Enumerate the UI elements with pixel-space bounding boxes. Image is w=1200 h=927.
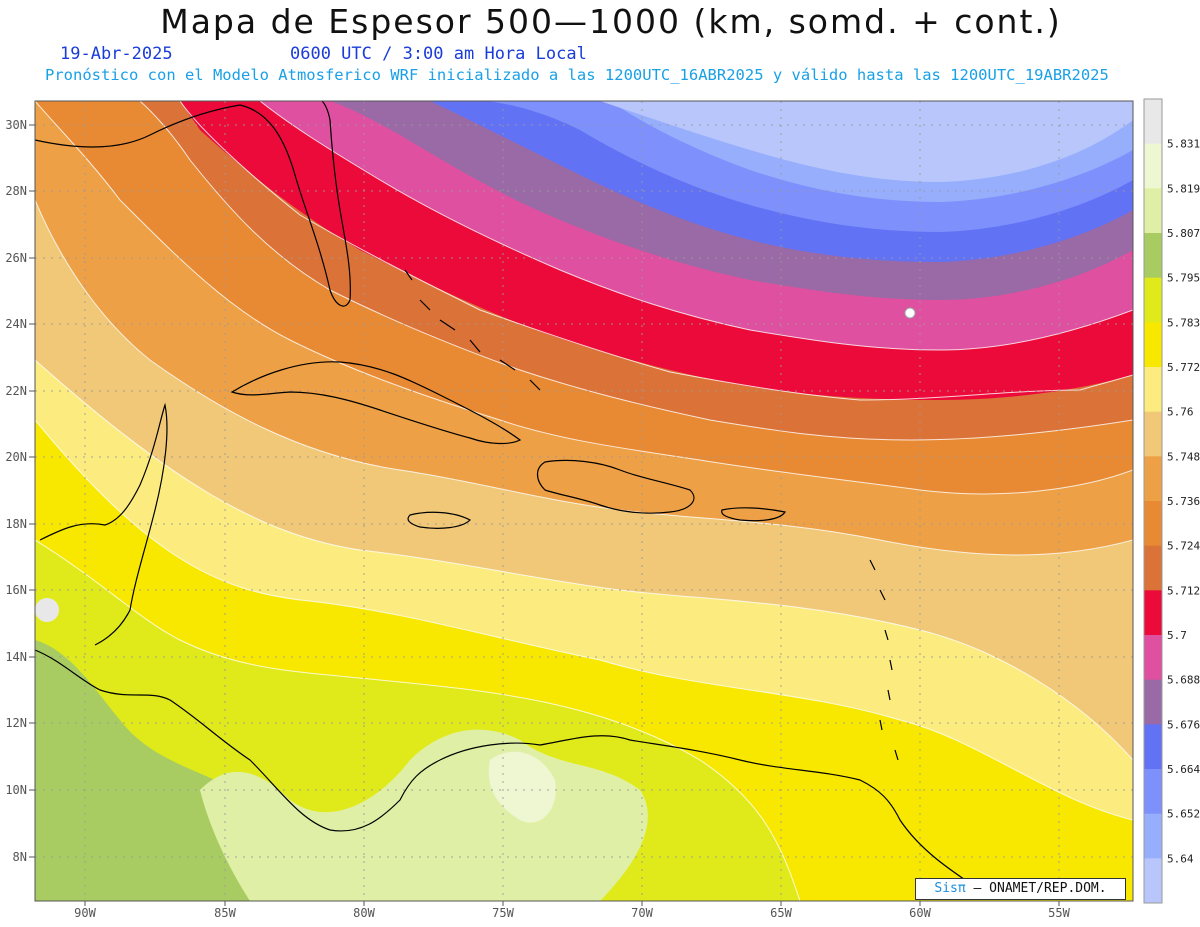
colorbar-swatch <box>1144 545 1162 591</box>
fill-olive-sw <box>35 640 270 901</box>
colorbar-swatch <box>1144 143 1162 189</box>
coast-hispaniola <box>536 459 695 514</box>
colorbar-swatch <box>1144 233 1162 279</box>
lat-label: 16N <box>5 583 27 597</box>
credit-text: – ONAMET/REP.DOM. <box>973 881 1107 896</box>
coast-bahamas <box>404 269 541 391</box>
colorbar-swatch <box>1144 724 1162 770</box>
lat-label: 8N <box>13 850 27 864</box>
lon-ticks <box>84 901 1060 906</box>
lon-label: 85W <box>214 906 236 920</box>
colorbar-level-label: 5.736 <box>1167 495 1200 508</box>
colorbar-level-label: 5.652 <box>1167 808 1200 821</box>
thickness-contours <box>35 101 1133 901</box>
colorbar-level-label: 5.712 <box>1167 584 1200 597</box>
colorbar-level-label: 5.772 <box>1167 361 1200 374</box>
colorbar-level-label: 5.819 <box>1167 182 1200 195</box>
coast-puerto-rico <box>721 507 786 522</box>
credit-box: Sisπ – ONAMET/REP.DOM. <box>915 878 1126 900</box>
thickness-map: 30N 28N 26N 24N 22N 20N 18N 16N 14N 12N … <box>5 98 1200 920</box>
lat-label: 20N <box>5 450 27 464</box>
thickness-min-marker <box>904 307 916 319</box>
lon-label: 60W <box>909 906 931 920</box>
colorbar-level-label: 5.76 <box>1167 406 1194 419</box>
lat-label: 14N <box>5 650 27 664</box>
coast-south-america <box>439 735 981 891</box>
colorbar-swatch <box>1144 188 1162 234</box>
coast-jamaica <box>407 511 471 529</box>
colorbar-level-label: 5.748 <box>1167 450 1200 463</box>
forecast-date: 19-Abr-2025 <box>60 44 173 64</box>
lat-labels: 30N 28N 26N 24N 22N 20N 18N 16N 14N 12N … <box>5 118 27 864</box>
colorbar-level-label: 5.7 <box>1167 629 1187 642</box>
lat-label: 12N <box>5 716 27 730</box>
colorbar-level-label: 5.724 <box>1167 540 1200 553</box>
colorbar-level-label: 5.783 <box>1167 316 1200 329</box>
colorbar-swatch <box>1144 590 1162 636</box>
lat-ticks <box>29 124 35 858</box>
coast-florida <box>35 101 351 307</box>
colorbar-level-label: 5.807 <box>1167 227 1200 240</box>
colorbar-swatch <box>1144 858 1162 904</box>
colorbar: 5.831 5.819 5.807 5.795 5.783 5.772 5.76 5.748 5… <box>1143 98 1200 904</box>
lat-label: 22N <box>5 384 27 398</box>
colorbar-swatch <box>1144 456 1162 502</box>
credit-brand: Sisπ <box>934 881 966 896</box>
lat-label: 30N <box>5 118 27 132</box>
coast-central-america <box>35 649 441 832</box>
colorbar-swatch <box>1144 99 1162 145</box>
map-frame <box>34 100 1134 902</box>
lat-label: 10N <box>5 783 27 797</box>
colorbar-level-label: 5.664 <box>1167 763 1200 776</box>
lon-label: 75W <box>492 906 514 920</box>
map-title: Mapa de Espesor 500—1000 (km, somd. + co… <box>160 2 1062 41</box>
lon-label: 80W <box>353 906 375 920</box>
coast-yucatan <box>39 402 168 646</box>
graticule <box>35 101 1133 901</box>
fill-pale-green <box>488 751 556 823</box>
lat-label: 26N <box>5 251 27 265</box>
lon-labels: 90W 85W 80W 75W 70W 65W 60W 55W <box>74 906 1070 920</box>
colorbar-swatch <box>1144 501 1162 547</box>
colorbar-swatch <box>1144 411 1162 457</box>
forecast-time: 0600 UTC / 3:00 am Hora Local <box>290 44 587 64</box>
lon-label: 90W <box>74 906 96 920</box>
coast-lesser-antilles <box>869 559 899 761</box>
lat-label: 18N <box>5 517 27 531</box>
colorbar-swatch <box>1144 367 1162 413</box>
colorbar-swatch <box>1144 813 1162 859</box>
colorbar-level-label: 5.64 <box>1167 852 1194 865</box>
colorbar-level-label: 5.688 <box>1167 674 1200 687</box>
lat-label: 24N <box>5 317 27 331</box>
colorbar-swatch <box>1144 679 1162 725</box>
model-init-note: Pronóstico con el Modelo Atmosferico WRF… <box>45 66 1109 84</box>
lat-label: 28N <box>5 184 27 198</box>
colorbar-level-label: 5.676 <box>1167 718 1200 731</box>
gray-spot <box>35 598 59 622</box>
coast-cuba <box>230 361 522 445</box>
fill-band-lavender <box>530 101 1133 182</box>
lon-label: 65W <box>770 906 792 920</box>
lon-label: 70W <box>631 906 653 920</box>
coastlines <box>35 101 981 891</box>
colorbar-swatch <box>1144 322 1162 368</box>
colorbar-swatch <box>1144 769 1162 815</box>
colorbar-level-label: 5.831 <box>1167 138 1200 151</box>
lon-label: 55W <box>1048 906 1070 920</box>
colorbar-level-label: 5.795 <box>1167 272 1200 285</box>
colorbar-frame <box>1143 98 1163 904</box>
colorbar-swatch <box>1144 277 1162 323</box>
colorbar-swatch <box>1144 635 1162 681</box>
